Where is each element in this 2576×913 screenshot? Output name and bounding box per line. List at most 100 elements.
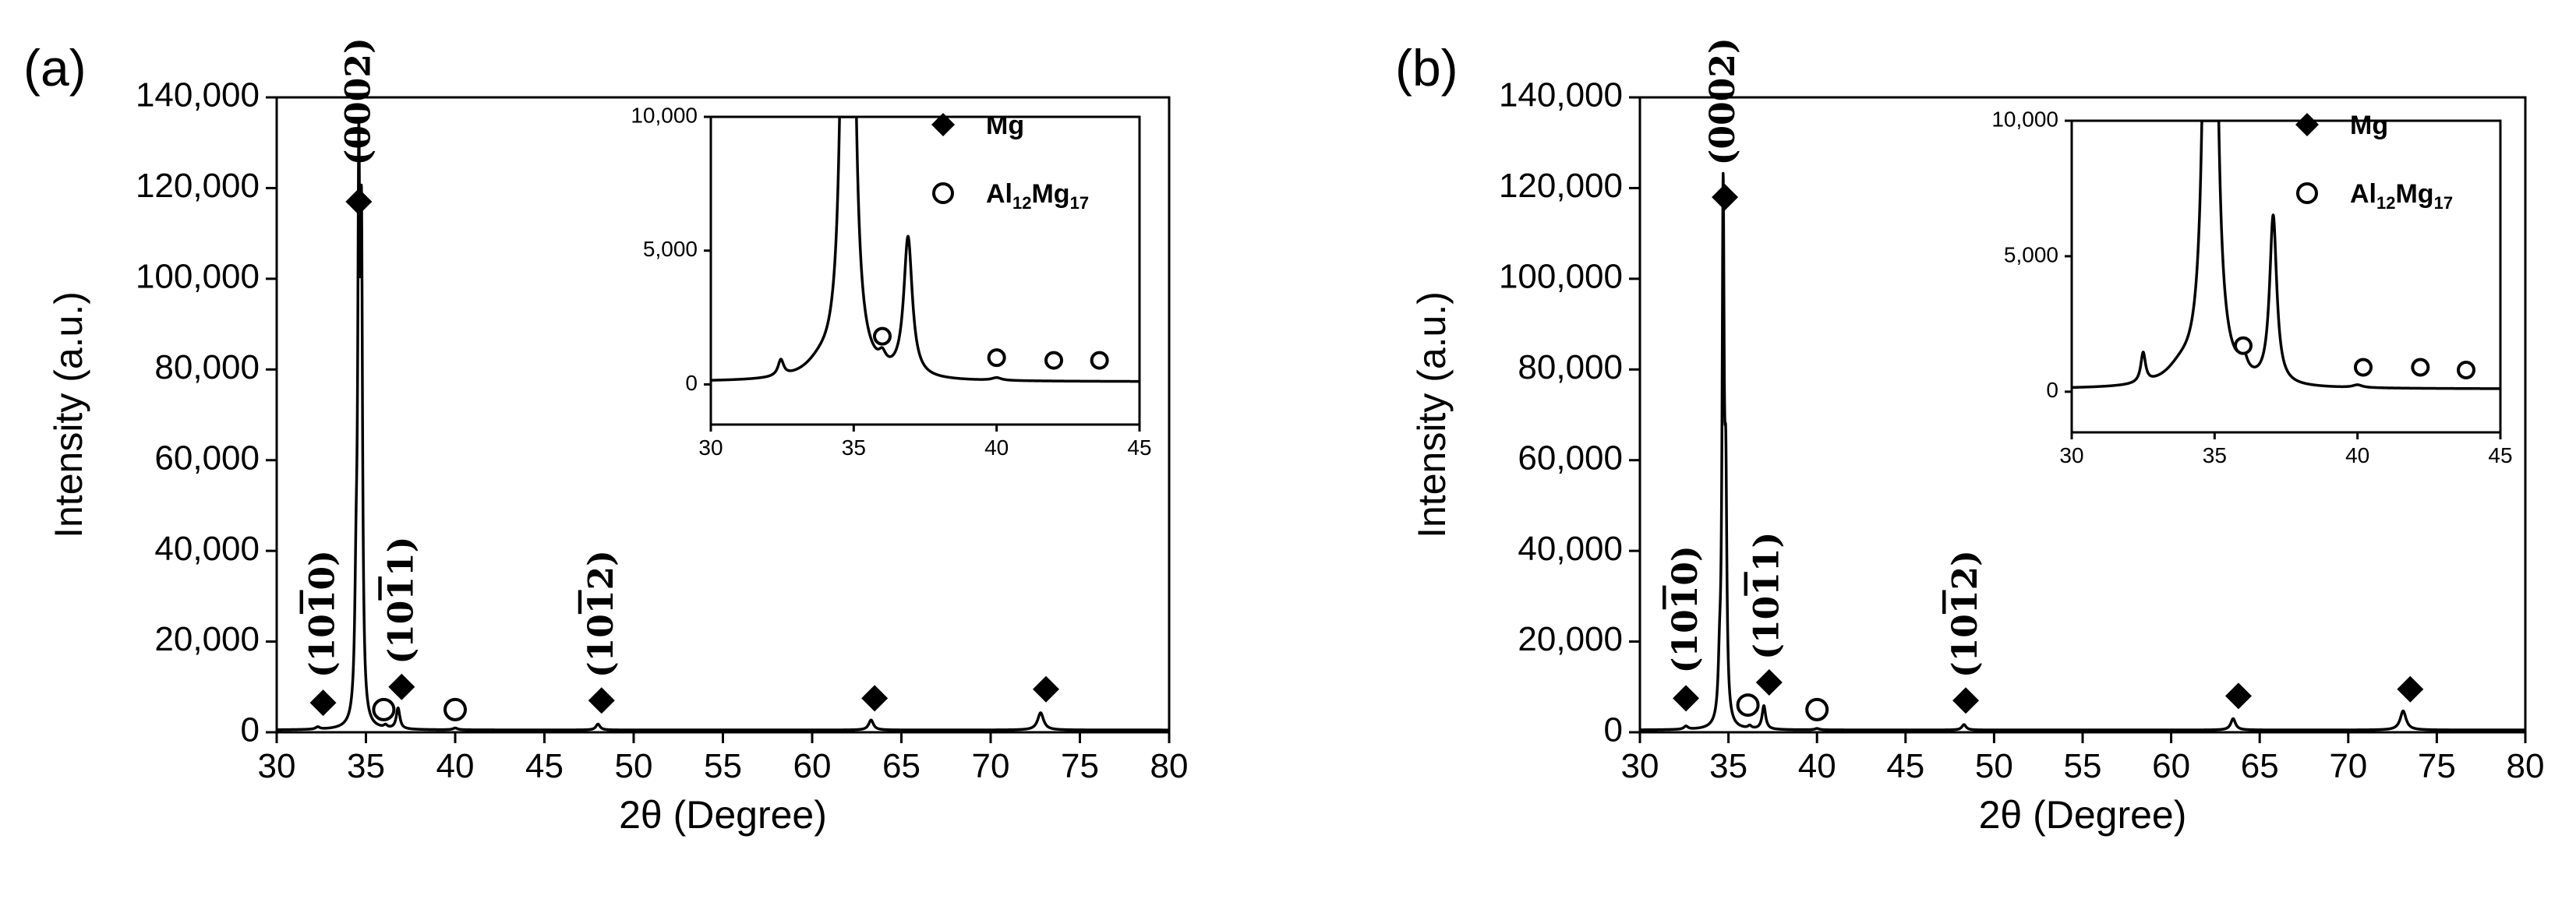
0-inset-ytick-label: 5,000 xyxy=(643,237,698,261)
inset-pattern-line xyxy=(711,117,1140,383)
0-main-xtick-label: 75 xyxy=(1061,747,1099,785)
1-main-xtick-label: 65 xyxy=(2241,747,2279,785)
legend-label: Mg xyxy=(986,111,1024,140)
panel-label: (b) xyxy=(1395,39,1458,97)
miller-index-label: (1012) xyxy=(1945,550,1985,678)
legend: Mg Al12Mg17 xyxy=(931,111,1089,213)
panel-b: (b) 30 35 40 45 50 55 60 65 70 75 80 0 20,000 40,000 60… xyxy=(1395,37,2544,837)
0-main-xtick-label: 70 xyxy=(972,747,1010,785)
mg-peak-marker xyxy=(861,685,889,712)
0-inset-xtick-label: 40 xyxy=(984,435,1009,460)
inset-al12mg17-marker xyxy=(1090,351,1109,370)
1-main-xtick-label: 30 xyxy=(1621,747,1659,785)
1-main-xtick-label: 40 xyxy=(1798,747,1836,785)
inset-bg xyxy=(2072,121,2500,432)
mg-peak-marker xyxy=(1673,685,1700,712)
1-main-ytick-label: 80,000 xyxy=(1518,348,1623,386)
y-axis-title: Intensity (a.u.) xyxy=(1410,291,1454,538)
0-main-ytick-label: 100,000 xyxy=(136,257,260,295)
0-main-ytick-label: 80,000 xyxy=(154,348,260,386)
inset-al12mg17-marker xyxy=(873,326,892,346)
0-inset-frame xyxy=(709,115,1141,426)
x-axis-title: 2θ (Degree) xyxy=(1979,793,2187,837)
1-inset-ytick-label: 5,000 xyxy=(2004,242,2058,266)
1-inset-frame xyxy=(2070,119,2502,434)
al12mg17-peak-marker xyxy=(372,697,396,721)
0-main-xtick-label: 80 xyxy=(1150,747,1189,785)
0-main-ytick-label: 40,000 xyxy=(154,530,260,568)
1-main-ytick-label: 140,000 xyxy=(1499,76,1623,115)
legend-mg-symbol xyxy=(2295,113,2319,136)
0-inset-xtick-label: 30 xyxy=(698,435,723,460)
inset-pattern-line xyxy=(2072,121,2500,390)
legend-label: Al12Mg17 xyxy=(986,179,1089,213)
mg-peak-marker xyxy=(2224,682,2252,710)
1-inset-ytick-label: 0 xyxy=(2046,378,2058,402)
0-main-xtick-label: 60 xyxy=(793,747,832,785)
mg-peak-marker xyxy=(1712,184,1739,211)
y-axis-title: Intensity (a.u.) xyxy=(47,291,90,538)
inset-al12mg17-marker xyxy=(1044,351,1063,370)
0-inset-xtick-label: 35 xyxy=(842,435,866,460)
inset-al12mg17-marker xyxy=(987,348,1006,368)
0-main-xtick-label: 40 xyxy=(436,747,475,785)
0-inset-ytick-label: 10,000 xyxy=(631,103,698,127)
1-main-xtick-label: 45 xyxy=(1886,747,1924,785)
mg-peak-marker xyxy=(2397,675,2424,703)
0-inset-ytick-label: 0 xyxy=(685,371,698,395)
inset: 30 35 40 45 0 5,000 10,000 xyxy=(1991,107,2512,467)
1-main-xtick-label: 70 xyxy=(2329,747,2367,785)
0-main-xtick-label: 65 xyxy=(882,747,921,785)
mg-peak-marker xyxy=(1755,668,1783,696)
1-main-ytick-label: 60,000 xyxy=(1518,439,1623,477)
mg-peak-marker xyxy=(1952,687,1980,714)
1-inset-xtick-label: 30 xyxy=(2059,443,2083,467)
1-main-xtick-label: 50 xyxy=(1975,747,2013,785)
0-main-ytick-label: 60,000 xyxy=(154,439,260,477)
0-main-xtick-label: 35 xyxy=(347,747,385,785)
mg-peak-marker xyxy=(388,673,415,700)
mg-peak-marker xyxy=(1032,675,1059,703)
miller-index-label: (0002) xyxy=(1703,37,1743,165)
1-inset-xtick-label: 35 xyxy=(2203,443,2227,467)
miller-index-label: (1010) xyxy=(303,550,343,678)
legend-label: Mg xyxy=(2350,111,2388,140)
mg-peak-marker xyxy=(345,188,373,215)
1-main-ytick-label: 120,000 xyxy=(1499,167,1623,205)
1-inset-xtick-label: 45 xyxy=(2488,443,2512,467)
al12mg17-peak-marker xyxy=(1736,693,1760,717)
0-main-ytick-label: 0 xyxy=(241,711,260,749)
0-main-xtick-label: 50 xyxy=(615,747,653,785)
al12mg17-peak-marker xyxy=(443,697,467,721)
1-main-ytick-label: 40,000 xyxy=(1518,530,1623,568)
inset: 30 35 40 45 0 5,000 10,000 xyxy=(631,103,1151,460)
legend-label: Al12Mg17 xyxy=(2350,179,2453,213)
1-main-ytick-label: 100,000 xyxy=(1499,257,1623,295)
0-main-ytick-label: 20,000 xyxy=(154,620,260,658)
legend-mg-symbol xyxy=(931,113,955,136)
mg-peak-marker xyxy=(309,689,337,717)
al12mg17-peak-marker xyxy=(1805,697,1829,721)
legend: Mg Al12Mg17 xyxy=(2295,111,2453,213)
xrd-pattern-line xyxy=(1638,171,2527,731)
panel-label: (a) xyxy=(23,39,87,97)
1-main-ytick-label: 0 xyxy=(1604,711,1623,749)
miller-index-label: (1011) xyxy=(1747,532,1787,660)
mg-peak-marker xyxy=(588,687,615,714)
1-main-xtick-label: 35 xyxy=(1709,747,1747,785)
x-axis-title: 2θ (Degree) xyxy=(619,793,827,837)
0-main-xtick-label: 45 xyxy=(525,747,564,785)
1-main-xtick-label: 75 xyxy=(2418,747,2456,785)
1-main-ytick-label: 20,000 xyxy=(1518,620,1623,658)
1-main-xtick-label: 80 xyxy=(2507,747,2545,785)
1-main-xtick-label: 60 xyxy=(2152,747,2190,785)
0-main-ytick-label: 120,000 xyxy=(136,167,260,205)
1-main-xtick-label: 55 xyxy=(2064,747,2102,785)
legend-al12mg17-symbol xyxy=(932,182,954,204)
miller-index-label: (1011) xyxy=(381,537,421,664)
1-inset-xtick-label: 40 xyxy=(2345,443,2369,467)
miller-index-label: (0002) xyxy=(338,37,378,165)
miller-index-label: (1010) xyxy=(1666,545,1705,673)
